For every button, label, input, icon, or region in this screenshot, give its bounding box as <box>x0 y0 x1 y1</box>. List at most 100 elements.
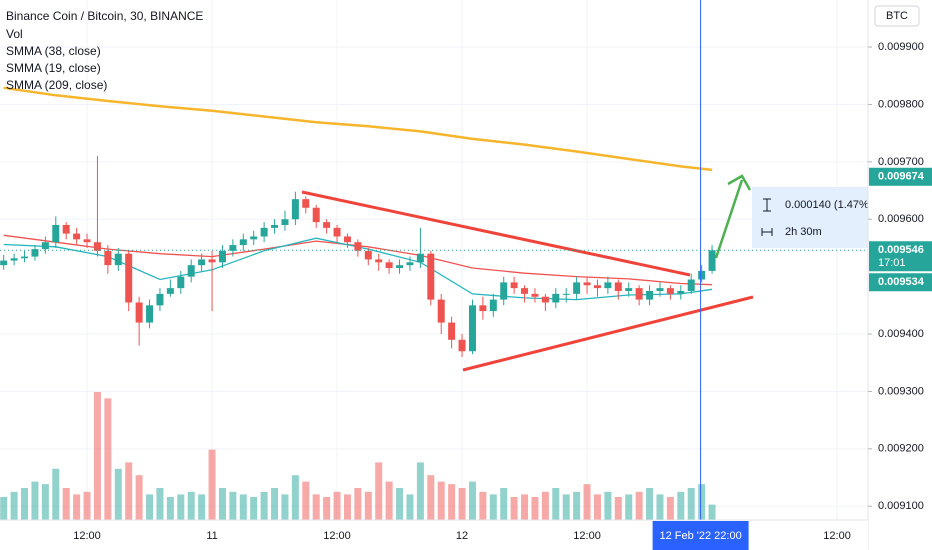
volume-bar <box>646 488 654 520</box>
volume-bar <box>187 491 195 520</box>
candle-body <box>552 293 560 303</box>
volume-bar <box>593 494 601 520</box>
price-label-bg <box>869 167 932 186</box>
candle-body <box>198 259 206 266</box>
volume-pane <box>0 392 716 520</box>
volume-bar <box>10 491 18 520</box>
candle-body <box>83 239 91 243</box>
candle-body <box>416 253 424 263</box>
candle-body <box>104 250 112 266</box>
volume-bar <box>93 392 101 520</box>
volume-bar <box>396 488 404 520</box>
candle-body <box>343 236 351 243</box>
y-tick-label: 0.009200 <box>878 443 924 455</box>
candle-body <box>166 288 174 294</box>
price-label: 0.009546 <box>878 244 924 256</box>
volume-bar <box>677 491 685 520</box>
candle-body <box>396 265 404 269</box>
volume-bar <box>62 488 70 520</box>
volume-bar <box>375 462 383 520</box>
candle-body <box>31 249 39 257</box>
trendline-lower[interactable] <box>462 295 754 372</box>
volume-bar <box>604 491 612 520</box>
volume-bar <box>333 491 341 520</box>
volume-bar <box>302 481 310 520</box>
candle-body <box>208 259 216 263</box>
candle-body <box>375 259 383 263</box>
candle-body <box>489 299 497 312</box>
price-label: 0.009674 <box>878 171 925 183</box>
volume-bar <box>239 494 247 520</box>
volume-bar <box>166 496 174 520</box>
candle-body <box>93 242 101 251</box>
candle-body <box>573 282 581 294</box>
candle-body <box>354 242 362 251</box>
candle-body <box>333 227 341 237</box>
volume-bar <box>468 481 476 520</box>
volume-bar <box>458 488 466 520</box>
y-tick-label: 0.009700 <box>878 156 924 168</box>
candle-body <box>114 253 122 266</box>
candle-body <box>468 305 476 352</box>
y-tick-label: 0.009100 <box>878 500 924 512</box>
candle-body <box>187 265 195 277</box>
crosshair-label-bg <box>652 521 749 550</box>
candle-body <box>666 288 674 294</box>
candle-body <box>625 288 633 291</box>
price-label-bg <box>869 241 932 272</box>
arrow[interactable] <box>714 179 744 259</box>
candle-body <box>312 207 320 223</box>
y-tick-label: 0.009900 <box>878 41 924 53</box>
volume-bar <box>343 494 351 520</box>
candle-body <box>146 305 154 323</box>
volume-bar <box>541 491 549 520</box>
candle-body <box>125 253 133 303</box>
volume-bar <box>479 491 487 520</box>
overlay <box>0 0 868 520</box>
volume-bar <box>385 481 393 520</box>
arrow-head <box>727 174 752 191</box>
volume-bar <box>521 494 529 520</box>
candle-body <box>364 250 372 260</box>
candle-body <box>239 239 247 246</box>
volume-bar <box>114 468 122 520</box>
candle-body <box>281 219 289 225</box>
volume-bar <box>354 488 362 520</box>
volume-bar <box>583 484 591 520</box>
volume-bar <box>73 494 81 520</box>
measure-price: 0.000140 (1.47%), <box>785 199 876 211</box>
candle-body <box>385 262 393 269</box>
volume-bar <box>448 484 456 520</box>
volume-bar <box>427 475 435 520</box>
candle-body <box>479 305 487 312</box>
volume-bar <box>500 488 508 520</box>
candle-body <box>10 258 18 261</box>
volume-bar <box>416 462 424 520</box>
measure-box <box>752 187 870 248</box>
candle-body <box>52 224 60 243</box>
candle-body <box>260 227 268 237</box>
volume-bar <box>291 475 299 520</box>
volume-bar <box>156 488 164 520</box>
currency-button[interactable] <box>874 5 920 27</box>
candle-body <box>271 224 279 228</box>
legend-entry: SMMA (209, close) <box>6 78 107 92</box>
candle-body <box>177 276 185 289</box>
volume-bar <box>125 462 133 520</box>
candle-body <box>427 253 435 300</box>
candle-body <box>614 282 622 291</box>
volume-bar <box>406 494 414 520</box>
volume-bar <box>687 488 695 520</box>
price-countdown: 17:01 <box>878 257 906 269</box>
volume-bar <box>21 488 29 520</box>
candle-body <box>708 250 716 271</box>
trendline-upper[interactable] <box>301 190 691 277</box>
candle-body <box>291 199 299 220</box>
candle-body <box>541 296 549 303</box>
candle-body <box>406 262 414 266</box>
volume-bar <box>437 481 445 520</box>
candle-body <box>583 282 591 286</box>
volume-bar <box>573 491 581 520</box>
y-tick-label: 0.009400 <box>878 328 924 340</box>
